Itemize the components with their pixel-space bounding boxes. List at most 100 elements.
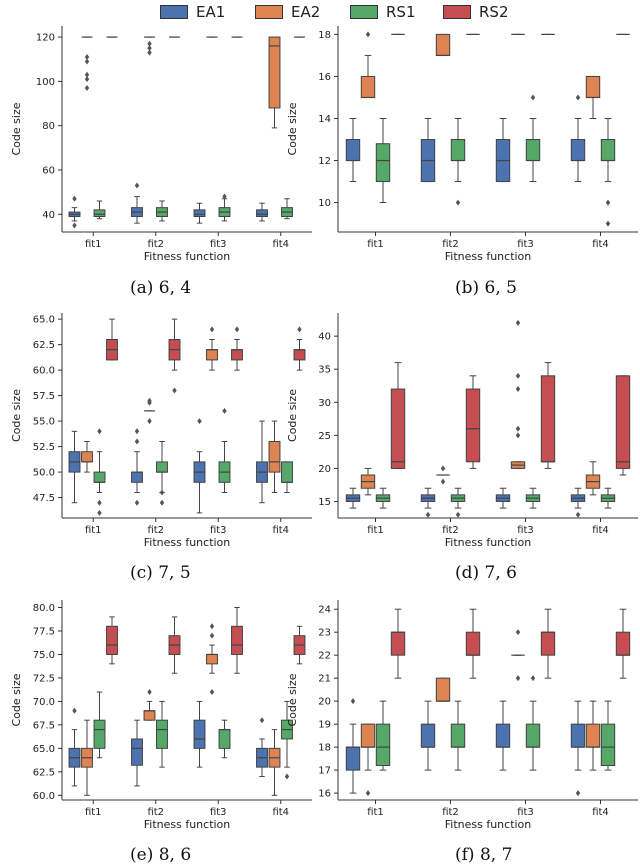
y-tick-label: 19 [318, 720, 331, 731]
flier-ea1-fit2 [425, 511, 431, 518]
y-tick-label: 62.5 [33, 340, 55, 351]
caption-d: (d) 7, 6 [455, 563, 517, 583]
flier-ea2-fit2 [147, 40, 152, 47]
flier-ea2-fit2 [147, 49, 152, 56]
y-tick-label: 65.0 [33, 744, 55, 755]
flier-rs1-fit3 [222, 193, 227, 200]
x-axis-label: Fitness function [445, 818, 532, 831]
box-ea2-fit4 [585, 723, 601, 748]
chart-panel-5: 60.0 62.5 65.0 67.5 70.0 72.5 75.0 77.5 80.0 fit1… [10, 600, 312, 831]
x-axis-label: Fitness function [144, 818, 231, 831]
box-ea2-fit3 [206, 349, 218, 361]
box-ea1-fit1 [345, 746, 361, 771]
box-ea1-fit3 [193, 209, 206, 217]
flier-ea2-fit1 [84, 58, 90, 65]
y-tick-label: 55.0 [33, 417, 55, 428]
caption-a: (a) 6, 4 [130, 278, 192, 298]
box-rs2-fit4 [615, 631, 631, 656]
flier-ea2-fit2 [147, 689, 152, 696]
y-tick-label: 23 [318, 628, 331, 639]
box-ea1-fit3 [495, 723, 511, 748]
flier-rs1-fit3 [530, 675, 536, 682]
box-rs2-fit2 [465, 631, 481, 656]
box-ea1-fit1 [345, 139, 361, 162]
flier-ea2-fit2 [147, 418, 152, 425]
y-axis-label: Code size [286, 102, 299, 155]
box-rs2-fit1 [390, 388, 406, 469]
y-tick-label: 40 [42, 210, 55, 221]
y-tick-label: 17 [318, 766, 331, 777]
x-axis-label: Fitness function [144, 250, 231, 263]
flier-ea1-fit2 [134, 182, 140, 189]
x-tick-label: fit2 [147, 807, 164, 818]
flier-rs1-fit3 [222, 407, 227, 414]
y-tick-label: 120 [36, 33, 55, 44]
y-tick-label: 50.0 [33, 468, 55, 479]
box-rs1-fit3 [525, 139, 541, 162]
flier-ea2-fit1 [84, 54, 90, 61]
flier-ea1-fit1 [72, 195, 77, 202]
flier-rs1-fit1 [97, 428, 102, 435]
caption-f: (f) 8, 7 [455, 845, 513, 865]
flier-ea1-fit1 [350, 698, 356, 705]
y-tick-label: 16 [318, 72, 331, 83]
box-rs1-fit1 [93, 209, 106, 217]
chart-panel-4: 15 20 25 30 35 40 fit1 fit2 fit3 fit4 Fitness func… [286, 313, 638, 549]
y-tick-label: 21 [318, 674, 331, 685]
flier-ea2-fit1 [365, 31, 371, 38]
flier-rs1-fit2 [455, 511, 461, 518]
flier-rs1-fit4 [605, 220, 611, 227]
flier-ea2-fit3 [209, 632, 215, 639]
x-tick-label: fit3 [210, 239, 227, 250]
x-tick-label: fit2 [442, 807, 459, 818]
box-rs1-fit1 [93, 719, 106, 749]
y-tick-label: 18 [318, 30, 331, 41]
box-ea2-fit1 [81, 451, 93, 463]
y-tick-label: 24 [318, 605, 331, 616]
x-tick-label: fit4 [592, 239, 609, 250]
box-rs1-fit1 [375, 723, 391, 767]
flier-rs1-fit2 [159, 499, 165, 506]
legend-swatch-rs1 [350, 5, 378, 19]
flier-rs1-fit3 [530, 94, 536, 101]
legend-swatch-rs2 [443, 5, 471, 19]
box-ea2-fit4 [268, 36, 281, 109]
box-ea2-fit2 [143, 710, 156, 721]
flier-rs1-fit1 [97, 509, 102, 516]
x-tick-label: fit2 [147, 239, 164, 250]
y-tick-label: 14 [318, 114, 331, 125]
x-axis-label: Fitness function [144, 536, 231, 549]
box-rs1-fit4 [281, 461, 293, 483]
y-tick-label: 20 [318, 464, 331, 475]
flier-ea2-fit3 [515, 319, 521, 326]
flier-ea2-fit1 [84, 76, 90, 83]
x-tick-label: fit2 [442, 239, 459, 250]
x-tick-label: fit1 [367, 525, 384, 536]
flier-ea1-fit4 [259, 717, 265, 724]
y-tick-label: 52.5 [33, 442, 55, 453]
legend-label-rs1: RS1 [386, 3, 416, 21]
box-rs2-fit3 [231, 625, 243, 655]
flier-ea1-fit4 [575, 94, 581, 101]
flier-ea2-fit3 [515, 432, 521, 439]
flier-ea2-fit1 [84, 85, 90, 92]
y-tick-label: 60 [42, 165, 55, 176]
legend-item-ea2: EA2 [255, 2, 320, 22]
x-axis-label: Fitness function [445, 536, 532, 549]
caption-e: (e) 8, 6 [130, 845, 192, 865]
flier-ea2-fit2 [147, 397, 152, 404]
box-rs1-fit3 [525, 723, 541, 748]
legend-swatch-ea1 [160, 5, 188, 19]
x-tick-label: fit2 [442, 525, 459, 536]
flier-ea2-fit3 [515, 372, 521, 379]
flier-ea1-fit3 [197, 418, 202, 425]
flier-ea2-fit3 [515, 629, 521, 636]
x-tick-label: fit1 [85, 525, 102, 536]
flier-ea2-fit3 [209, 326, 215, 333]
y-tick-label: 75.0 [33, 650, 55, 661]
box-ea2-fit1 [360, 723, 376, 748]
box-ea2-fit2 [435, 677, 451, 702]
box-ea2-fit3 [206, 653, 218, 665]
box-rs1-fit2 [156, 461, 168, 473]
legend-item-rs2: RS2 [443, 2, 509, 22]
